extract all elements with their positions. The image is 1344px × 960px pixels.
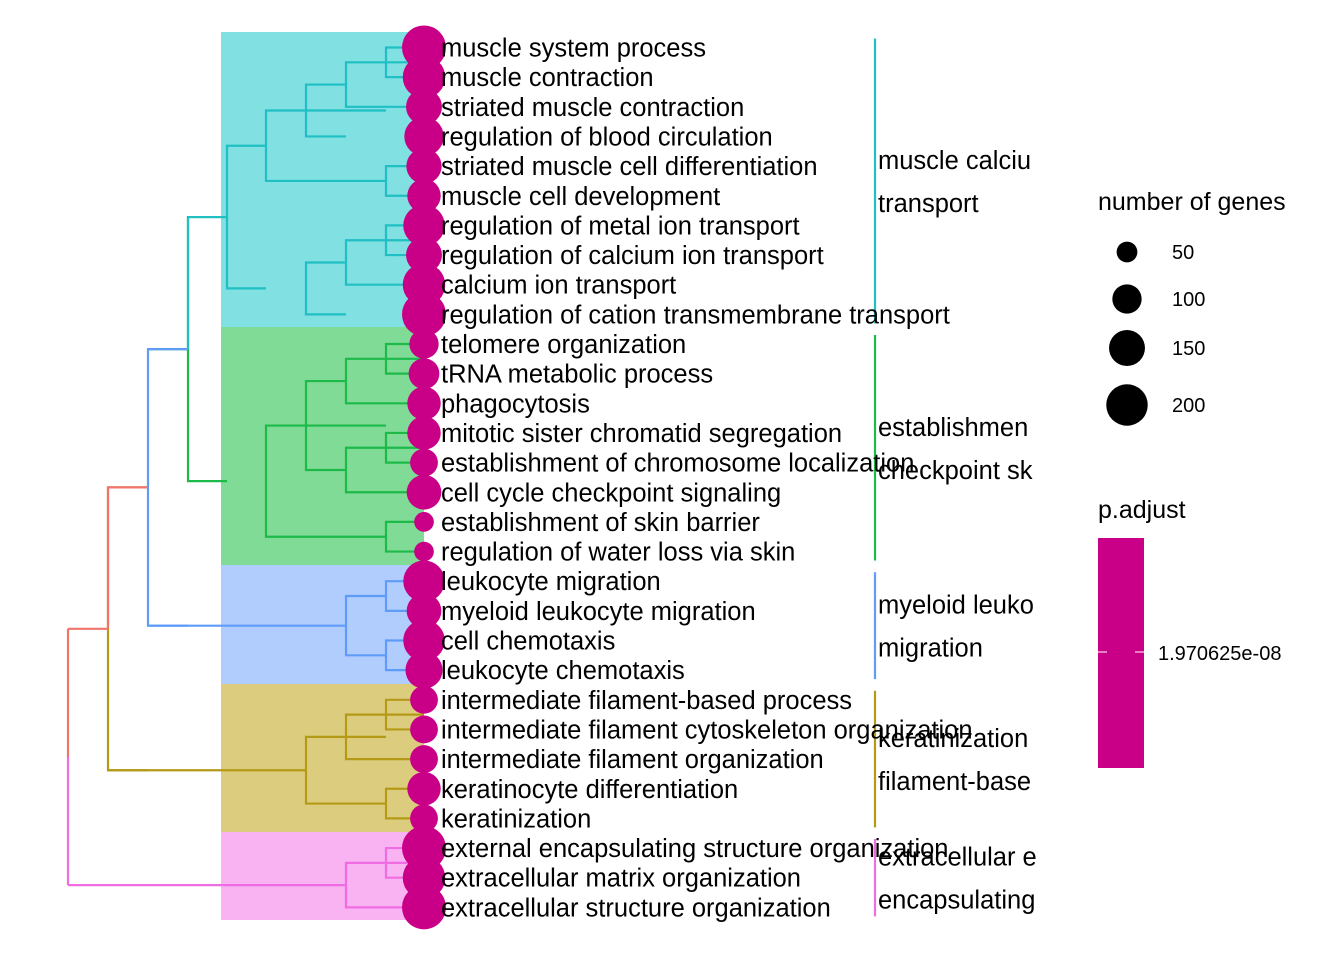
cluster-band <box>221 832 424 920</box>
cluster-label: transport <box>878 190 979 218</box>
term-label: extracellular structure organization <box>441 894 831 922</box>
term-label: intermediate filament cytoskeleton organ… <box>441 716 973 744</box>
cluster-band <box>221 565 424 684</box>
term-label: muscle system process <box>441 35 706 63</box>
size-legend-label: 150 <box>1172 338 1205 360</box>
term-label: calcium ion transport <box>441 272 676 300</box>
term-label: mitotic sister chromatid segregation <box>441 420 842 448</box>
size-legend-label: 200 <box>1172 395 1205 417</box>
size-legend-title: number of genes <box>1098 188 1286 216</box>
term-label: keratinization <box>441 805 591 833</box>
term-point <box>408 358 440 390</box>
cluster-bands <box>221 32 424 920</box>
term-label: myeloid leukocyte migration <box>441 598 756 626</box>
term-point <box>402 55 446 99</box>
term-point <box>407 179 441 213</box>
term-point <box>414 541 434 562</box>
color-legend-title: p.adjust <box>1098 496 1186 524</box>
term-label: leukocyte chemotaxis <box>441 657 685 685</box>
cluster-label: encapsulating <box>878 887 1035 915</box>
term-point <box>402 292 446 337</box>
size-legend-key <box>1116 241 1138 263</box>
term-label: regulation of metal ion transport <box>441 212 800 240</box>
cluster-label: myeloid leuko <box>878 592 1034 620</box>
color-bar <box>1098 538 1144 768</box>
term-point <box>414 512 434 532</box>
tree-link <box>304 261 346 316</box>
points <box>402 25 446 930</box>
term-label: leukocyte migration <box>441 568 661 596</box>
term-label: intermediate filament-based process <box>441 687 852 715</box>
term-point <box>406 474 442 510</box>
cluster-label: extracellular e <box>878 844 1037 872</box>
term-label: phagocytosis <box>441 390 590 418</box>
term-label: intermediate filament organization <box>441 746 824 774</box>
term-label: regulation of blood circulation <box>441 123 773 151</box>
term-label: establishment of chromosome localization <box>441 450 914 478</box>
term-label: tRNA metabolic process <box>441 361 713 389</box>
term-point <box>403 619 445 662</box>
term-label: telomere organization <box>441 331 686 359</box>
term-point <box>406 593 442 629</box>
term-label: establishment of skin barrier <box>441 509 760 537</box>
term-label: regulation of calcium ion transport <box>441 242 824 270</box>
term-point <box>410 745 438 774</box>
term-point <box>402 25 446 70</box>
term-label: extracellular matrix organization <box>441 865 801 893</box>
term-point <box>402 826 446 871</box>
term-label: striated muscle contraction <box>441 94 744 122</box>
term-label: keratinocyte differentiation <box>441 776 738 804</box>
term-point <box>410 804 438 833</box>
term-label: cell chemotaxis <box>441 628 615 656</box>
cluster-label: checkpoint sk <box>878 457 1033 485</box>
term-point <box>404 116 444 157</box>
term-point <box>407 386 441 421</box>
cluster-label: establishmen <box>878 414 1028 442</box>
cluster-label: keratinization <box>878 725 1028 753</box>
term-point <box>410 685 438 714</box>
size-legend: number of genes 50 100 150 200 <box>1098 188 1286 426</box>
term-point <box>402 885 446 930</box>
size-legend-key <box>1109 330 1145 366</box>
cluster-labels: muscle calciu transport establishmen checkp… <box>878 147 1037 915</box>
term-label: regulation of water loss via skin <box>441 539 795 567</box>
tree-link <box>106 486 148 772</box>
term-label: muscle contraction <box>441 64 654 92</box>
term-label: striated muscle cell differentiation <box>441 153 818 181</box>
term-point <box>410 448 438 477</box>
tree-link <box>146 347 188 627</box>
term-point <box>410 715 438 744</box>
size-legend-key <box>1106 384 1148 426</box>
term-point <box>407 416 441 450</box>
size-legend-key <box>1112 284 1142 314</box>
term-label: external encapsulating structure organiz… <box>441 835 948 863</box>
tree-link <box>264 424 386 538</box>
size-legend-label: 50 <box>1172 242 1194 264</box>
term-label: muscle cell development <box>441 183 720 211</box>
term-label: cell cycle checkpoint signaling <box>441 479 781 507</box>
term-point <box>409 329 439 359</box>
size-legend-label: 100 <box>1172 289 1205 311</box>
term-point <box>403 560 445 602</box>
cluster-band <box>221 32 424 327</box>
cluster-label: muscle calciu <box>878 147 1031 175</box>
color-legend-label: 1.970625e-08 <box>1158 643 1281 665</box>
term-point <box>405 651 443 689</box>
term-label: regulation of cation transmembrane trans… <box>441 301 950 329</box>
cluster-label: migration <box>878 635 983 663</box>
term-point <box>406 148 442 184</box>
color-legend: p.adjust 1.970625e-08 <box>1098 496 1281 768</box>
term-point <box>406 237 442 274</box>
cluster-band <box>221 327 424 565</box>
term-point <box>406 88 442 125</box>
term-point <box>407 772 441 806</box>
term-point <box>403 204 445 247</box>
cluster-label: filament-base <box>878 768 1031 796</box>
